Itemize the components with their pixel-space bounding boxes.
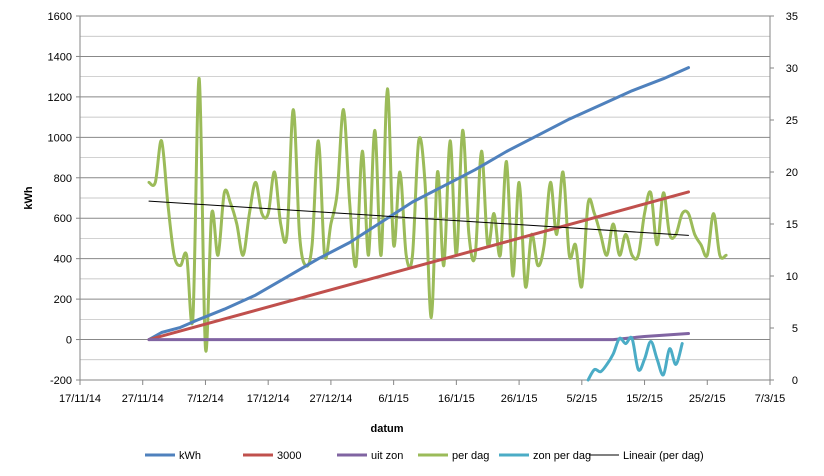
legend-label: per dag — [452, 450, 489, 462]
y-tick-label: 1000 — [48, 132, 72, 144]
y2-tick-label: 5 — [792, 323, 798, 335]
x-tick-label: 16/1/15 — [438, 393, 475, 405]
x-tick-label: 7/12/14 — [187, 393, 224, 405]
x-tick-label: 17/11/14 — [59, 393, 101, 405]
x-tick-label: 15/2/15 — [626, 393, 663, 405]
series-line-zon-per-dag — [586, 335, 684, 382]
x-tick-label: 6/1/15 — [378, 393, 409, 405]
y-tick-label: 800 — [54, 173, 72, 185]
series-line-uit-zon — [147, 332, 690, 342]
tick-labels: -200 0 200 400 600 800 1000 1200 1400 1600 0 5 10 15 2… — [48, 11, 798, 405]
y-axis-title: kWh — [23, 186, 35, 210]
series-line-kwh — [147, 66, 690, 342]
y-tick-label: 1600 — [48, 11, 72, 23]
x-tick-label: 26/1/15 — [501, 393, 538, 405]
y2-tick-label: 10 — [786, 271, 798, 283]
series-group — [147, 66, 728, 382]
x-axis-title: datum — [371, 423, 404, 435]
series-line-lineair-per-dag — [148, 200, 689, 236]
x-tick-label: 5/2/15 — [567, 393, 598, 405]
y-tick-label: 600 — [54, 213, 72, 225]
legend-label: zon per dag — [533, 450, 591, 462]
legend-label: Lineair (per dag) — [623, 450, 704, 462]
y-tick-label: 0 — [66, 335, 72, 347]
y2-tick-label: 35 — [786, 11, 798, 23]
y2-tick-label: 30 — [786, 63, 798, 75]
x-tick-label: 7/3/15 — [755, 393, 786, 405]
y2-tick-label: 25 — [786, 115, 798, 127]
legend: kWh 3000 uit zon per dag zon per dag Lineair … — [145, 450, 704, 462]
y2-tick-label: 20 — [786, 167, 798, 179]
legend-label: 3000 — [277, 450, 301, 462]
legend-label: uit zon — [371, 450, 403, 462]
series-line-3000 — [147, 190, 690, 342]
y-tick-label: -200 — [50, 375, 72, 387]
y2-tick-label: 15 — [786, 219, 798, 231]
series-line-per-dag — [147, 76, 728, 353]
x-tick-label: 27/11/14 — [122, 393, 164, 405]
x-tick-label: 17/12/14 — [247, 393, 290, 405]
y-tick-label: 1400 — [48, 51, 72, 63]
x-tick-label: 27/12/14 — [309, 393, 352, 405]
y2-tick-label: 0 — [792, 375, 798, 387]
y-tick-label: 200 — [54, 294, 72, 306]
legend-label: kWh — [179, 450, 201, 462]
axes — [76, 15, 774, 385]
x-tick-label: 25/2/15 — [689, 393, 726, 405]
y-tick-label: 1200 — [48, 92, 72, 104]
y-tick-label: 400 — [54, 254, 72, 266]
